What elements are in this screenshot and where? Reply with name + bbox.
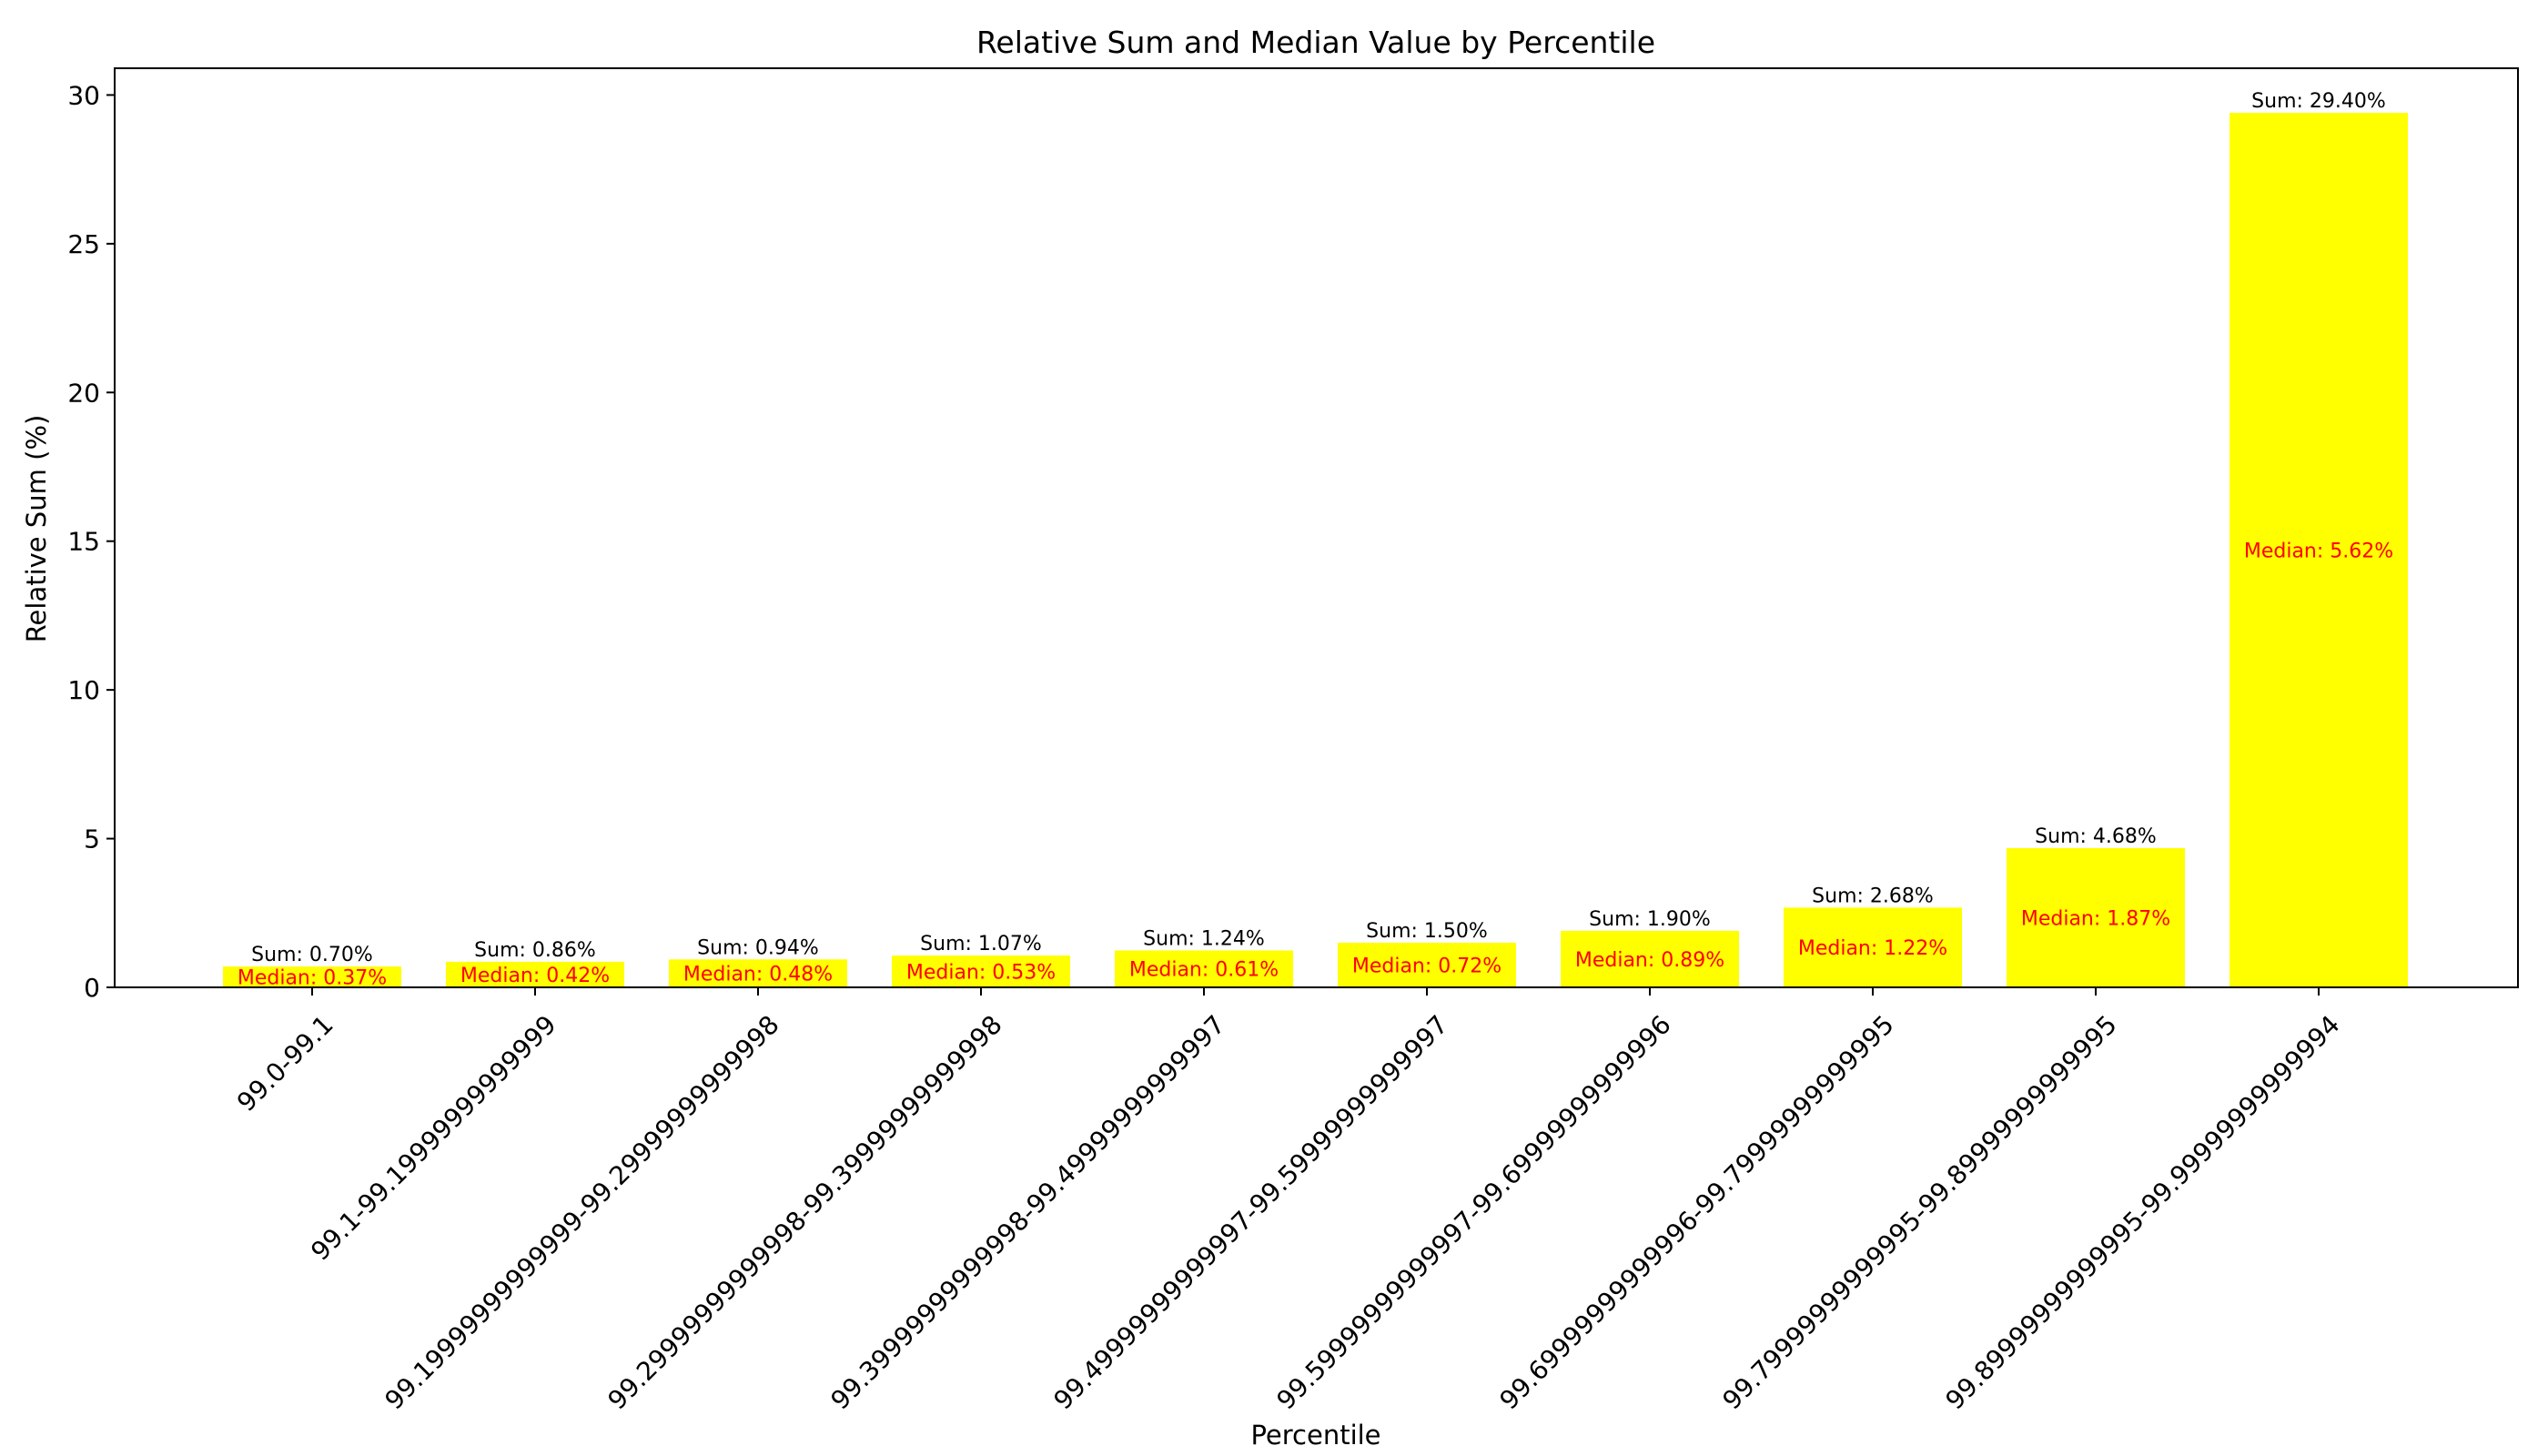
- y-tick-label: 0: [84, 973, 100, 1003]
- x-tick-label: 99.39999999999998-99.49999999999997: [824, 1009, 1230, 1415]
- bar: [1561, 930, 1739, 987]
- sum-data-label: Sum: 29.40%: [2251, 90, 2386, 113]
- median-data-label: Median: 0.37%: [238, 967, 387, 990]
- x-axis: 99.0-99.199.1-99.1999999999999999.199999…: [231, 987, 2346, 1415]
- x-tick-label: 99.89999999999995-99.99999999999994: [1939, 1009, 2345, 1415]
- median-data-label: Median: 0.61%: [1129, 959, 1279, 982]
- x-tick-label: 99.49999999999997-99.59999999999997: [1047, 1009, 1453, 1415]
- sum-data-label: Sum: 1.07%: [920, 933, 1042, 956]
- sum-data-label: Sum: 0.86%: [474, 939, 596, 962]
- x-axis-label: Percentile: [1250, 1420, 1380, 1451]
- sum-data-label: Sum: 0.70%: [251, 944, 373, 966]
- median-data-label: Median: 0.89%: [1575, 949, 1724, 972]
- chart-title: Relative Sum and Median Value by Percent…: [976, 25, 1655, 60]
- bar: [2007, 848, 2185, 987]
- bar: [2230, 113, 2408, 988]
- sum-data-label: Sum: 1.24%: [1143, 927, 1265, 950]
- y-axis-label: Relative Sum (%): [21, 415, 52, 643]
- x-tick-label: 99.1-99.19999999999999: [305, 1009, 561, 1266]
- median-data-label: Median: 0.72%: [1352, 955, 1502, 977]
- bar: [1338, 942, 1516, 987]
- y-tick-label: 20: [67, 378, 100, 408]
- x-tick-label: 99.79999999999995-99.89999999999995: [1716, 1009, 2122, 1415]
- x-tick-label: 99.29999999999998-99.39999999999998: [602, 1009, 1007, 1415]
- bars-group: Sum: 0.70%Median: 0.37% Sum: 0.86% Median:…: [223, 90, 2408, 990]
- x-tick-label: 99.19999999999999-99.29999999999998: [379, 1009, 784, 1415]
- x-tick-label: 99.69999999999996-99.79999999999995: [1493, 1009, 1899, 1415]
- sum-data-label: Sum: 0.94%: [697, 936, 819, 959]
- bar: [446, 961, 624, 987]
- bar: [1784, 907, 1962, 987]
- bar: [669, 959, 847, 987]
- sum-data-label: Sum: 1.50%: [1366, 920, 1488, 943]
- y-tick-label: 5: [84, 824, 100, 854]
- y-tick-label: 25: [67, 229, 100, 259]
- sum-data-label: Sum: 4.68%: [2035, 825, 2157, 848]
- x-tick-label: 99.0-99.1: [231, 1009, 339, 1117]
- sum-data-label: Sum: 1.90%: [1589, 908, 1711, 931]
- median-data-label: Median: 0.48%: [683, 964, 833, 986]
- x-tick-label: 99.59999999999997-99.69999999999996: [1270, 1009, 1676, 1415]
- median-data-label: Median: 1.87%: [2021, 908, 2170, 931]
- plot-frame: [114, 67, 2519, 988]
- median-data-label: Median: 0.42%: [460, 965, 610, 987]
- sum-data-label: Sum: 2.68%: [1812, 885, 1934, 907]
- y-tick-label: 30: [67, 80, 100, 110]
- y-tick-label: 15: [67, 527, 100, 557]
- bar: [1115, 950, 1293, 987]
- median-data-label: Median: 1.22%: [1798, 937, 1947, 960]
- y-axis: 0 5 10 15 20 25 30: [67, 80, 115, 1003]
- y-tick-label: 10: [67, 675, 100, 705]
- median-data-label: Median: 0.53%: [906, 962, 1056, 985]
- median-data-label: Median: 5.62%: [2244, 541, 2393, 563]
- bar: [892, 956, 1070, 987]
- bar: [223, 966, 401, 987]
